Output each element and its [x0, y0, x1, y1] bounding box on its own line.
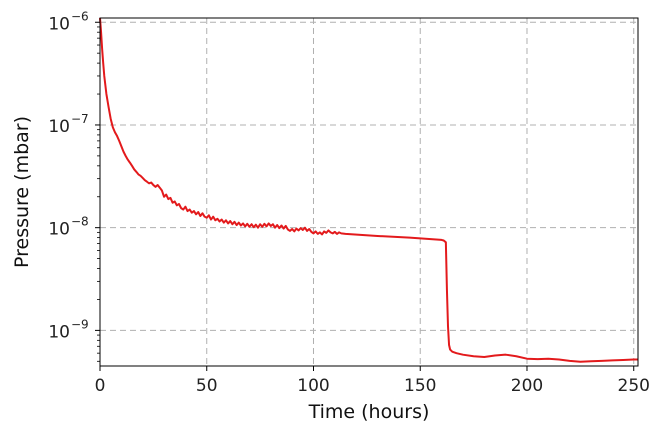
grid-lines: [100, 18, 638, 366]
y-tick-label: 10: [48, 14, 70, 34]
y-tick-label: 10: [48, 117, 70, 137]
series-layer: [99, 17, 638, 363]
y-tick-exponent: −7: [71, 112, 89, 126]
y-tick-exponent: −6: [71, 9, 89, 23]
x-tick-label: 200: [511, 376, 543, 396]
y-axis-ticks: 10−610−710−810−9: [48, 9, 100, 362]
y-tick-label: 10: [48, 322, 70, 342]
y-axis-label: Pressure (mbar): [11, 116, 33, 268]
x-tick-label: 0: [95, 376, 106, 396]
y-tick-base: 10: [48, 322, 70, 342]
plot-frame: [99, 17, 639, 367]
y-tick-base: 10: [48, 117, 70, 137]
pressure-series-line: [99, 17, 638, 363]
y-tick-label: 10: [48, 220, 70, 240]
x-axis-label: Time (hours): [308, 401, 430, 423]
y-tick-base: 10: [48, 14, 70, 34]
x-axis-ticks: 0 50 100 150 200 250: [95, 366, 650, 396]
y-tick-exponent: −9: [71, 317, 89, 331]
y-tick-exponent: −8: [71, 215, 89, 229]
x-tick-label: 150: [404, 376, 436, 396]
x-tick-label: 250: [618, 376, 650, 396]
x-tick-label: 100: [297, 376, 329, 396]
x-tick-label: 50: [196, 376, 218, 396]
y-tick-base: 10: [48, 220, 70, 240]
